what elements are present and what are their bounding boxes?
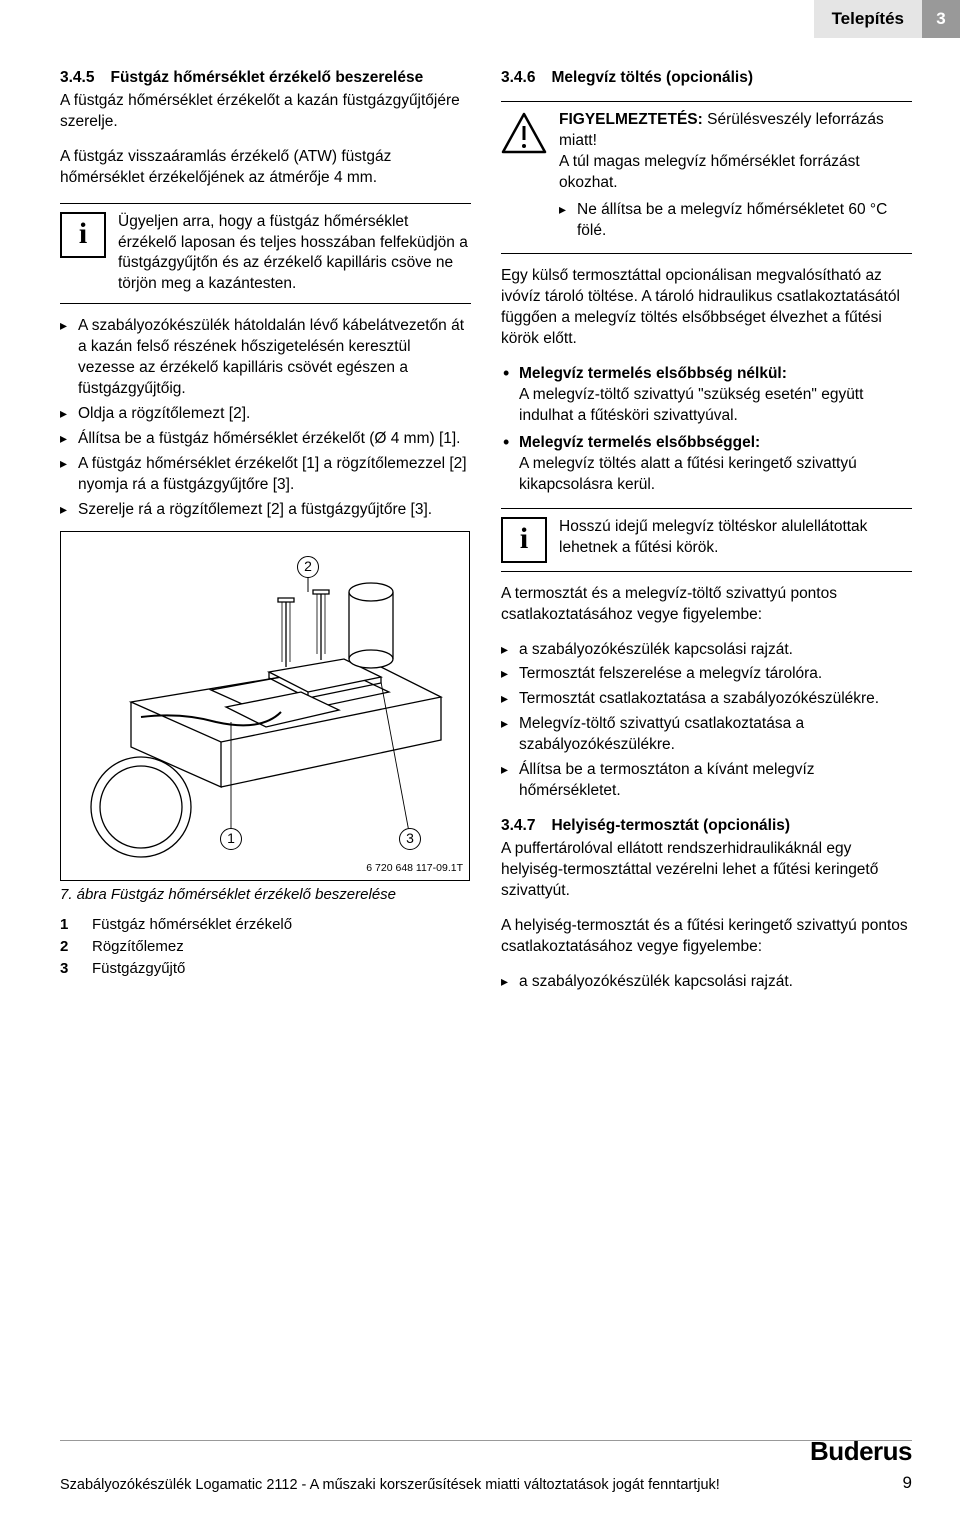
left-column: 3.4.5 Füstgáz hőmérséklet érzékelő besze…	[60, 68, 471, 1002]
legend-text: Füstgázgyűjtő	[92, 959, 185, 979]
page-footer: Szabályozókészülék Logamatic 2112 - A mű…	[60, 1436, 912, 1493]
paragraph: A puffertárolóval ellátott rendszerhidra…	[501, 839, 912, 902]
page-header: Telepítés 3	[0, 0, 960, 38]
heading-number: 3.4.6	[501, 68, 535, 89]
list-item: a szabályozókészülék kapcsolási rajzát.	[501, 640, 912, 661]
info-text: Hosszú idejű melegvíz töltéskor alulellá…	[559, 517, 912, 563]
warning-line: A túl magas melegvíz hőmérséklet forrázá…	[559, 152, 912, 194]
heading-number: 3.4.7	[501, 816, 535, 837]
instruction-list: a szabályozókészülék kapcsolási rajzát. …	[501, 640, 912, 802]
option-lead: Melegvíz termelés elsőbbséggel:	[519, 434, 760, 451]
paragraph: A termosztát és a melegvíz-töltő szivatt…	[501, 584, 912, 626]
option-list: Melegvíz termelés elsőbbség nélkül: A mel…	[501, 364, 912, 496]
option-lead: Melegvíz termelés elsőbbség nélkül:	[519, 365, 787, 382]
header-section-label: Telepítés	[814, 0, 922, 38]
heading-346: 3.4.6 Melegvíz töltés (opcionális)	[501, 68, 912, 89]
instruction-list: A szabályozókészülék hátoldalán lévő káb…	[60, 316, 471, 520]
list-item: Állítsa be a termosztáton a kívánt meleg…	[501, 760, 912, 802]
info-box: i Ügyeljen arra, hogy a füstgáz hőmérsék…	[60, 203, 471, 305]
list-item: Szerelje rá a rögzítőlemezt [2] a füstgá…	[60, 500, 471, 521]
legend-num: 3	[60, 959, 74, 979]
paragraph: Egy külső termosztáttal opcionálisan meg…	[501, 266, 912, 350]
list-item: A szabályozókészülék hátoldalán lévő káb…	[60, 316, 471, 400]
paragraph: A füstgáz visszaáramlás érzékelő (ATW) f…	[60, 147, 471, 189]
warning-box: FIGYELMEZTETÉS: Sérülésveszély leforrázá…	[501, 101, 912, 255]
legend-text: Rögzítőlemez	[92, 937, 184, 957]
list-item: Állítsa be a füstgáz hőmérséklet érzékel…	[60, 429, 471, 450]
list-item: Melegvíz termelés elsőbbséggel: A melegví…	[501, 433, 912, 496]
info-box: i Hosszú idejű melegvíz töltéskor alulel…	[501, 508, 912, 572]
heading-title: Füstgáz hőmérséklet érzékelő beszerelése	[110, 68, 423, 89]
list-item: Ne állítsa be a melegvíz hőmérsékletet 6…	[559, 200, 912, 242]
instruction-list: a szabályozókészülék kapcsolási rajzát.	[501, 972, 912, 993]
list-item: Oldja a rögzítőlemezt [2].	[60, 404, 471, 425]
figure-7: 2 1 3 6 720 648 117-09.1T	[60, 531, 470, 881]
warning-lead: FIGYELMEZTETÉS:	[559, 111, 703, 128]
legend-num: 1	[60, 915, 74, 935]
option-body: A melegvíz töltés alatt a fűtési keringe…	[519, 455, 857, 493]
page-number: 9	[810, 1473, 912, 1493]
option-body: A melegvíz-töltő szivattyú "szükség eset…	[519, 386, 863, 424]
paragraph: A helyiség-termosztát és a fűtési kering…	[501, 916, 912, 958]
list-item: Melegvíz-töltő szivattyú csatlakoztatása…	[501, 714, 912, 756]
paragraph: A füstgáz hőmérséklet érzékelőt a kazán …	[60, 91, 471, 133]
list-item: Termosztát csatlakoztatása a szabályozók…	[501, 689, 912, 710]
figure-legend: 1 Füstgáz hőmérséklet érzékelő 2 Rögzítőle…	[60, 915, 471, 980]
list-item: Melegvíz termelés elsőbbség nélkül: A mel…	[501, 364, 912, 427]
info-icon: i	[501, 517, 547, 563]
heading-number: 3.4.5	[60, 68, 94, 89]
callout-2: 2	[297, 556, 319, 578]
callout-3: 3	[399, 828, 421, 850]
right-column: 3.4.6 Melegvíz töltés (opcionális) FIGYE…	[501, 68, 912, 1002]
figure-caption: 7. ábra Füstgáz hőmérséklet érzékelő bes…	[60, 885, 471, 905]
legend-text: Füstgáz hőmérséklet érzékelő	[92, 915, 292, 935]
list-item: Termosztát felszerelése a melegvíz tárol…	[501, 664, 912, 685]
footer-text: Szabályozókészülék Logamatic 2112 - A mű…	[60, 1477, 720, 1493]
heading-345: 3.4.5 Füstgáz hőmérséklet érzékelő besze…	[60, 68, 471, 89]
heading-347: 3.4.7 Helyiség-termosztát (opcionális)	[501, 816, 912, 837]
info-text: Ügyeljen arra, hogy a füstgáz hőmérsékle…	[118, 212, 471, 296]
header-chapter-number: 3	[922, 0, 960, 38]
warning-icon	[501, 110, 547, 156]
warning-text: FIGYELMEZTETÉS: Sérülésveszély leforrázá…	[559, 110, 912, 246]
heading-title: Melegvíz töltés (opcionális)	[551, 68, 753, 89]
info-icon: i	[60, 212, 106, 258]
heading-title: Helyiség-termosztát (opcionális)	[551, 816, 790, 837]
callout-1: 1	[220, 828, 242, 850]
legend-num: 2	[60, 937, 74, 957]
list-item: a szabályozókészülék kapcsolási rajzát.	[501, 972, 912, 993]
list-item: A füstgáz hőmérséklet érzékelőt [1] a rö…	[60, 454, 471, 496]
figure-reference: 6 720 648 117-09.1T	[366, 861, 463, 875]
